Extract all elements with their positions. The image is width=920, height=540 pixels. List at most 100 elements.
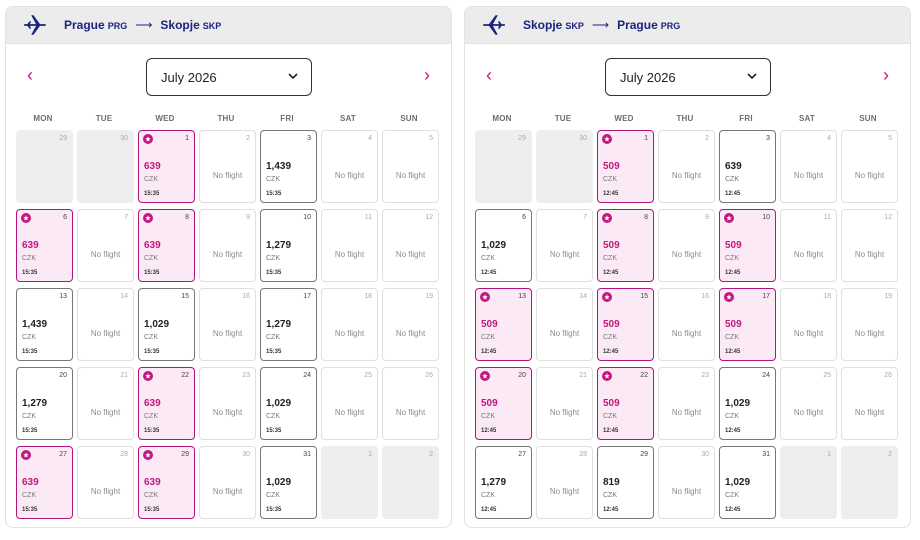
no-flight-label: No flight bbox=[212, 408, 243, 417]
calendar-grid: 29 30 1 639 CZK 15:35 2 No flight 3 1,439 CZK 15:35… bbox=[16, 130, 446, 525]
currency: CZK bbox=[144, 413, 158, 420]
day-number: 3 bbox=[307, 135, 311, 142]
currency: CZK bbox=[266, 255, 280, 262]
month-select[interactable]: July 2026 bbox=[146, 58, 312, 96]
no-flight-label: No flight bbox=[549, 487, 580, 496]
calendar-day-cell: 16 No flight bbox=[658, 288, 715, 361]
day-number: 18 bbox=[364, 293, 372, 300]
calendar-day-cell[interactable]: 24 1,029 CZK 12:45 bbox=[719, 367, 776, 440]
calendar-day-cell[interactable]: 22 639 CZK 15:35 bbox=[138, 367, 195, 440]
no-flight-label: No flight bbox=[395, 250, 426, 259]
calendar-day-cell: 2 No flight bbox=[658, 130, 715, 203]
calendar-day-cell[interactable]: 27 1,279 CZK 12:45 bbox=[475, 446, 532, 519]
day-number: 17 bbox=[762, 293, 770, 300]
day-number: 6 bbox=[522, 214, 526, 221]
calendar-day-cell: 30 No flight bbox=[658, 446, 715, 519]
star-badge-icon bbox=[724, 213, 734, 223]
calendar-day-cell: 30 bbox=[536, 130, 593, 203]
day-number: 28 bbox=[579, 451, 587, 458]
calendar-day-cell[interactable]: 22 509 CZK 12:45 bbox=[597, 367, 654, 440]
next-month-button[interactable]: › bbox=[876, 65, 896, 85]
departure-time: 15:35 bbox=[266, 191, 282, 197]
day-number: 6 bbox=[63, 214, 67, 221]
price: 509 bbox=[603, 398, 620, 409]
calendar-day-cell[interactable]: 29 639 CZK 15:35 bbox=[138, 446, 195, 519]
departure-time: 15:35 bbox=[144, 270, 160, 276]
day-number: 29 bbox=[518, 135, 526, 142]
day-number: 18 bbox=[823, 293, 831, 300]
return-calendar-panel: Skopje SKP ⟶ Prague PRG ‹ July 2026 › MON TUE… bbox=[464, 6, 911, 528]
departure-time: 15:35 bbox=[144, 191, 160, 197]
day-number: 12 bbox=[425, 214, 433, 221]
calendar-day-cell[interactable]: 8 509 CZK 12:45 bbox=[597, 209, 654, 282]
departure-time: 12:45 bbox=[725, 270, 741, 276]
currency: CZK bbox=[22, 334, 36, 341]
day-number: 10 bbox=[762, 214, 770, 221]
day-number: 3 bbox=[766, 135, 770, 142]
day-number: 1 bbox=[644, 135, 648, 142]
calendar-day-cell[interactable]: 20 509 CZK 12:45 bbox=[475, 367, 532, 440]
next-month-button[interactable]: › bbox=[417, 65, 437, 85]
currency: CZK bbox=[481, 413, 495, 420]
day-number: 29 bbox=[640, 451, 648, 458]
calendar-day-cell[interactable]: 15 509 CZK 12:45 bbox=[597, 288, 654, 361]
calendar-day-cell[interactable]: 17 509 CZK 12:45 bbox=[719, 288, 776, 361]
weekday-header: MON TUE WED THU FRI SAT SUN bbox=[473, 114, 903, 126]
weekday-label: THU bbox=[217, 114, 235, 123]
calendar-day-cell[interactable]: 20 1,279 CZK 15:35 bbox=[16, 367, 73, 440]
calendar-day-cell[interactable]: 1 639 CZK 15:35 bbox=[138, 130, 195, 203]
day-number: 23 bbox=[701, 372, 709, 379]
calendar-day-cell: 7 No flight bbox=[77, 209, 134, 282]
chevron-left-icon: ‹ bbox=[27, 65, 33, 85]
calendar-day-cell[interactable]: 13 1,439 CZK 15:35 bbox=[16, 288, 73, 361]
calendar-day-cell[interactable]: 15 1,029 CZK 15:35 bbox=[138, 288, 195, 361]
weekday-label: TUE bbox=[95, 114, 113, 123]
day-number: 2 bbox=[705, 135, 709, 142]
route-label: Prague PRG ⟶ Skopje SKP bbox=[64, 18, 221, 32]
calendar-day-cell: 19 No flight bbox=[382, 288, 439, 361]
calendar-day-cell[interactable]: 1 509 CZK 12:45 bbox=[597, 130, 654, 203]
calendar-day-cell: 25 No flight bbox=[321, 367, 378, 440]
star-badge-icon bbox=[602, 134, 612, 144]
calendar-day-cell[interactable]: 8 639 CZK 15:35 bbox=[138, 209, 195, 282]
day-number: 30 bbox=[579, 135, 587, 142]
calendar-day-cell[interactable]: 6 1,029 CZK 12:45 bbox=[475, 209, 532, 282]
weekday-label: SUN bbox=[859, 114, 877, 123]
previous-month-button[interactable]: ‹ bbox=[20, 65, 40, 85]
calendar-day-cell[interactable]: 17 1,279 CZK 15:35 bbox=[260, 288, 317, 361]
departure-time: 12:45 bbox=[725, 507, 741, 513]
calendar-day-cell[interactable]: 3 1,439 CZK 15:35 bbox=[260, 130, 317, 203]
calendar-day-cell[interactable]: 27 639 CZK 15:35 bbox=[16, 446, 73, 519]
calendar-day-cell: 16 No flight bbox=[199, 288, 256, 361]
no-flight-label: No flight bbox=[334, 329, 365, 338]
currency: CZK bbox=[603, 334, 617, 341]
calendar-day-cell[interactable]: 24 1,029 CZK 15:35 bbox=[260, 367, 317, 440]
no-flight-label: No flight bbox=[793, 329, 824, 338]
outbound-calendar-panel: Prague PRG ⟶ Skopje SKP ‹ July 2026 › MON TUE… bbox=[5, 6, 452, 528]
price: 1,279 bbox=[22, 398, 48, 409]
calendar-day-cell[interactable]: 10 509 CZK 12:45 bbox=[719, 209, 776, 282]
calendar-day-cell[interactable]: 13 509 CZK 12:45 bbox=[475, 288, 532, 361]
calendar-day-cell[interactable]: 29 819 CZK 12:45 bbox=[597, 446, 654, 519]
star-badge-icon bbox=[143, 134, 153, 144]
calendar-day-cell[interactable]: 6 639 CZK 15:35 bbox=[16, 209, 73, 282]
calendar-day-cell: 11 No flight bbox=[780, 209, 837, 282]
day-number: 26 bbox=[425, 372, 433, 379]
day-number: 24 bbox=[762, 372, 770, 379]
departure-time: 12:45 bbox=[603, 507, 619, 513]
weekday-label: WED bbox=[155, 114, 175, 123]
chevron-down-icon bbox=[747, 73, 757, 80]
calendar-day-cell[interactable]: 31 1,029 CZK 15:35 bbox=[260, 446, 317, 519]
currency: CZK bbox=[725, 334, 739, 341]
month-select[interactable]: July 2026 bbox=[605, 58, 771, 96]
departure-time: 15:35 bbox=[266, 428, 282, 434]
calendar-day-cell[interactable]: 3 639 CZK 12:45 bbox=[719, 130, 776, 203]
previous-month-button[interactable]: ‹ bbox=[479, 65, 499, 85]
destination-city: Prague bbox=[617, 18, 658, 32]
calendar-day-cell[interactable]: 10 1,279 CZK 15:35 bbox=[260, 209, 317, 282]
currency: CZK bbox=[144, 492, 158, 499]
calendar-day-cell[interactable]: 31 1,029 CZK 12:45 bbox=[719, 446, 776, 519]
day-number: 2 bbox=[429, 451, 433, 458]
day-number: 8 bbox=[185, 214, 189, 221]
day-number: 4 bbox=[368, 135, 372, 142]
